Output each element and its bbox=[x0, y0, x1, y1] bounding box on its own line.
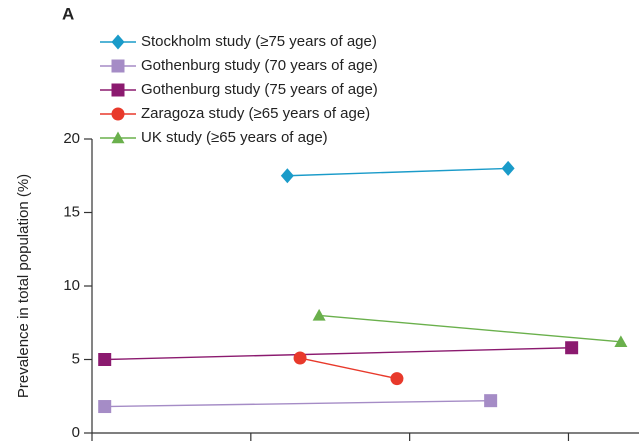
marker bbox=[280, 168, 294, 184]
marker bbox=[484, 394, 498, 408]
y-tick-label: 20 bbox=[63, 130, 80, 147]
series-line bbox=[104, 347, 572, 361]
marker bbox=[390, 372, 404, 386]
marker bbox=[293, 351, 307, 365]
legend-marker bbox=[111, 107, 125, 121]
y-tick-label: 5 bbox=[72, 350, 80, 367]
series-line bbox=[319, 314, 621, 343]
legend-marker bbox=[111, 131, 125, 144]
y-tick-label: 15 bbox=[63, 203, 80, 220]
y-axis-label: Prevalence in total population (%) bbox=[15, 174, 32, 398]
y-tick-label: 10 bbox=[63, 277, 80, 294]
legend-marker bbox=[111, 34, 125, 50]
marker bbox=[312, 308, 326, 321]
marker bbox=[565, 341, 579, 355]
legend-marker bbox=[111, 59, 125, 73]
y-tick-label: 0 bbox=[72, 424, 80, 441]
legend-label: Stockholm study (≥75 years of age) bbox=[141, 33, 377, 50]
marker bbox=[501, 160, 515, 176]
series-line bbox=[299, 357, 398, 380]
legend-label: Gothenburg study (70 years of age) bbox=[141, 57, 378, 74]
marker bbox=[614, 335, 628, 348]
panel-label: A bbox=[62, 4, 74, 23]
marker bbox=[98, 353, 112, 366]
legend-marker bbox=[111, 83, 125, 97]
series-line bbox=[104, 399, 491, 408]
marker bbox=[98, 400, 112, 414]
series-line bbox=[287, 167, 509, 177]
legend-label: Zaragoza study (≥65 years of age) bbox=[141, 105, 370, 122]
legend-label: Gothenburg study (75 years of age) bbox=[141, 81, 378, 98]
legend-label: UK study (≥65 years of age) bbox=[141, 129, 328, 146]
